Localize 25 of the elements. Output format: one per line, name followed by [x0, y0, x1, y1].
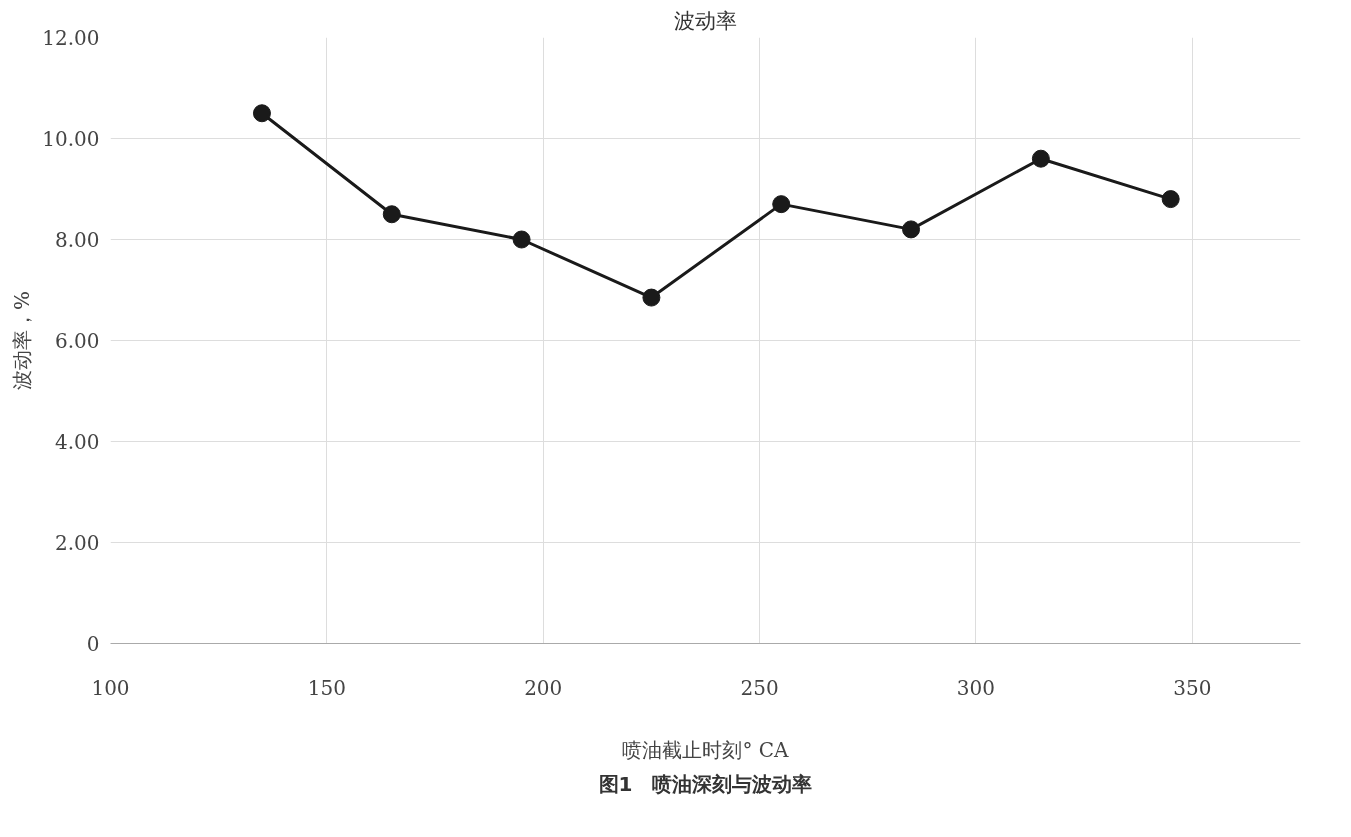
point: [1031, 149, 1050, 168]
caption: 图1 喷油深刻与波动率: [598, 771, 813, 796]
x-tick-label: 150: [307, 675, 346, 700]
x-tick-label: 200: [524, 675, 563, 700]
x-tick-label: 100: [91, 675, 130, 700]
x-tick-label: 300: [956, 675, 996, 700]
y-tick-label: 2.00: [54, 531, 100, 555]
point: [642, 288, 661, 307]
chart-title: 波动率: [674, 7, 737, 33]
y-tick-label: 12.00: [42, 26, 100, 50]
x-axis-title: 喷油截止时刻° CA: [622, 737, 790, 762]
point: [902, 220, 921, 239]
y-tick-label: 6.00: [54, 329, 100, 353]
point: [382, 205, 401, 224]
y-tick-label: 10.00: [42, 127, 100, 151]
y-tick-label: 0: [86, 632, 100, 656]
point: [512, 230, 531, 249]
point: [772, 195, 791, 214]
y-tick-label: 8.00: [54, 228, 100, 252]
point: [1161, 190, 1180, 209]
x-tick-label: 250: [740, 675, 779, 700]
x-tick-label: 350: [1173, 675, 1212, 700]
y-tick-label: 4.00: [54, 430, 100, 454]
y-axis-title: 波动率，%: [10, 290, 35, 390]
point: [252, 104, 271, 123]
